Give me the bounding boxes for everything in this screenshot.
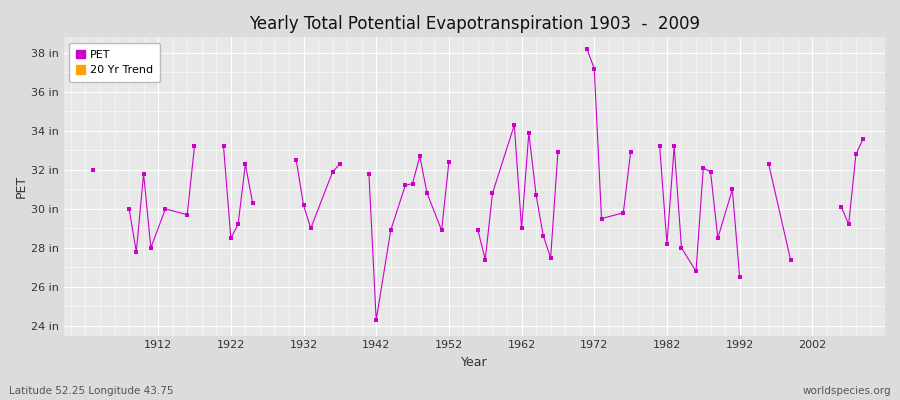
Point: [688, 268, 703, 274]
Point: [238, 161, 253, 167]
Point: [674, 245, 688, 251]
Point: [144, 245, 158, 251]
Point: [580, 46, 594, 52]
Point: [725, 186, 740, 192]
Y-axis label: PET: PET: [15, 175, 28, 198]
Point: [442, 159, 456, 165]
Point: [704, 169, 718, 175]
Point: [471, 227, 485, 234]
Point: [158, 206, 173, 212]
Point: [507, 122, 521, 128]
X-axis label: Year: Year: [461, 356, 488, 369]
Text: worldspecies.org: worldspecies.org: [803, 386, 891, 396]
Point: [544, 254, 558, 261]
Point: [122, 206, 136, 212]
Point: [761, 161, 776, 167]
Point: [733, 274, 747, 280]
Legend: PET, 20 Yr Trend: PET, 20 Yr Trend: [69, 43, 160, 82]
Point: [711, 235, 725, 241]
Point: [405, 180, 419, 187]
Title: Yearly Total Potential Evapotranspiration 1903  -  2009: Yearly Total Potential Evapotranspiratio…: [248, 15, 700, 33]
Point: [842, 221, 856, 228]
Point: [616, 210, 631, 216]
Point: [478, 256, 492, 263]
Point: [129, 248, 143, 255]
Point: [303, 225, 318, 232]
Point: [246, 200, 260, 206]
Point: [231, 221, 246, 228]
Point: [383, 227, 398, 234]
Point: [86, 167, 100, 173]
Point: [515, 225, 529, 232]
Point: [485, 190, 500, 196]
Point: [369, 317, 383, 323]
Text: Latitude 52.25 Longitude 43.75: Latitude 52.25 Longitude 43.75: [9, 386, 174, 396]
Point: [522, 130, 536, 136]
Point: [333, 161, 347, 167]
Point: [435, 227, 449, 234]
Point: [420, 190, 435, 196]
Point: [398, 182, 412, 189]
Point: [696, 165, 710, 171]
Point: [137, 170, 151, 177]
Point: [326, 169, 340, 175]
Point: [834, 204, 849, 210]
Point: [587, 65, 601, 72]
Point: [624, 149, 638, 156]
Point: [660, 241, 674, 247]
Point: [223, 235, 238, 241]
Point: [594, 216, 608, 222]
Point: [652, 143, 667, 150]
Point: [856, 136, 870, 142]
Point: [296, 202, 310, 208]
Point: [667, 143, 681, 150]
Point: [187, 143, 202, 150]
Point: [536, 233, 551, 239]
Point: [783, 256, 797, 263]
Point: [551, 149, 565, 156]
Point: [529, 192, 544, 198]
Point: [180, 212, 194, 218]
Point: [289, 157, 303, 163]
Point: [412, 153, 427, 160]
Point: [849, 151, 863, 158]
Point: [362, 170, 376, 177]
Point: [216, 143, 230, 150]
